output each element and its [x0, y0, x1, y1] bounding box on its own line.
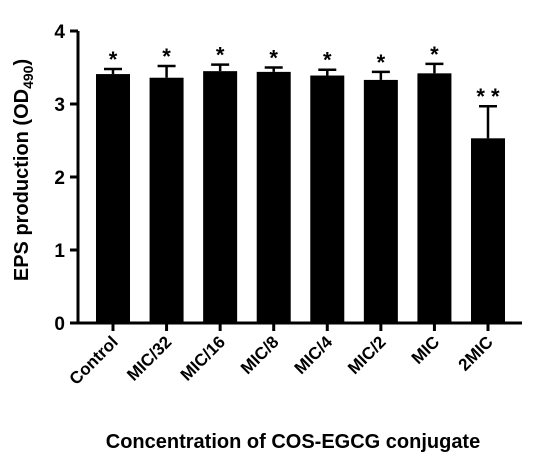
x-axis: Control MIC/32 MIC/16 MIC/8 MIC/4 MIC/2 MIC 2MI…	[66, 321, 522, 389]
bar	[363, 79, 398, 323]
x-tick-label: MIC/4	[291, 332, 337, 378]
bar	[256, 71, 291, 323]
x-tick-label: MIC/16	[177, 332, 229, 384]
y-axis-title-subscript: 490	[20, 65, 36, 89]
x-tick-label: MIC/2	[344, 332, 389, 377]
significance-marker: *	[109, 47, 118, 72]
significance-marker: *	[162, 44, 171, 69]
y-axis-title-main: EPS production (OD	[11, 89, 33, 281]
significance-marker: *	[323, 48, 332, 73]
x-axis-title: Concentration of COS-EGCG conjugate	[106, 431, 480, 453]
y-axis-title: EPS production (OD490)	[11, 59, 36, 281]
y-axis-title-close: )	[11, 59, 33, 66]
error-bars-group	[104, 62, 497, 139]
significance-marker: *	[377, 50, 386, 75]
bar	[471, 138, 505, 323]
significance-marker: *	[216, 43, 225, 68]
bar	[310, 75, 345, 323]
x-tick-label: MIC/8	[237, 332, 282, 377]
bar	[149, 77, 184, 323]
x-tick-label: MIC/32	[123, 332, 175, 384]
y-tick-label: 2	[54, 168, 65, 189]
y-tick-label: 4	[54, 22, 65, 43]
bars-group	[96, 71, 505, 324]
y-tick-label: 0	[54, 314, 65, 335]
x-tick-label: MIC	[408, 332, 443, 367]
y-tick-label: 1	[54, 241, 65, 262]
significance-marker: * *	[476, 84, 500, 109]
bar	[96, 74, 130, 323]
x-tick-label: Control	[66, 332, 122, 388]
bar	[417, 73, 452, 323]
y-tick-label: 3	[54, 95, 65, 116]
significance-marker: *	[430, 42, 439, 67]
significance-marker: *	[269, 46, 278, 71]
x-tick-label: 2MIC	[455, 332, 497, 374]
significance-markers-group: * * * * * * * * *	[109, 42, 500, 109]
bar	[203, 71, 238, 324]
y-axis: 0 1 2 3 4	[54, 22, 80, 335]
